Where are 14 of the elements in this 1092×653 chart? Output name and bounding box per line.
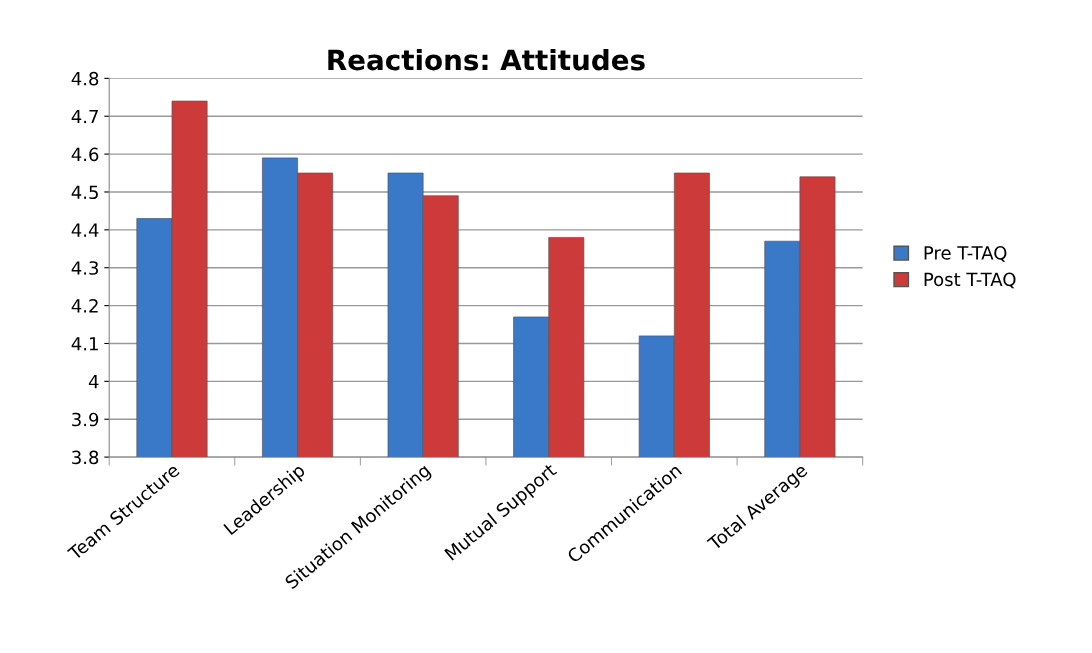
y-tick-label: 3.8 (72, 450, 99, 465)
chart-title: Reactions: Attitudes (328, 48, 645, 71)
y-tick-label: 4.7 (71, 109, 98, 124)
legend-label: Pre T-TAQ (924, 246, 1007, 262)
y-tick-label: 4.6 (71, 147, 99, 162)
y-tick-label: 4.1 (71, 337, 98, 351)
y-tick-label: 4.2 (71, 299, 98, 313)
y-tick-label: 4.5 (71, 185, 98, 200)
legend-label: Post T-TAQ (924, 272, 1016, 289)
y-tick-label: 3.9 (72, 412, 99, 427)
y-tick-label: 4.3 (71, 261, 99, 275)
y-tick-label: 4.4 (71, 223, 99, 237)
y-tick-label: 4 (88, 375, 99, 389)
y-tick-label: 4.8 (71, 71, 99, 86)
